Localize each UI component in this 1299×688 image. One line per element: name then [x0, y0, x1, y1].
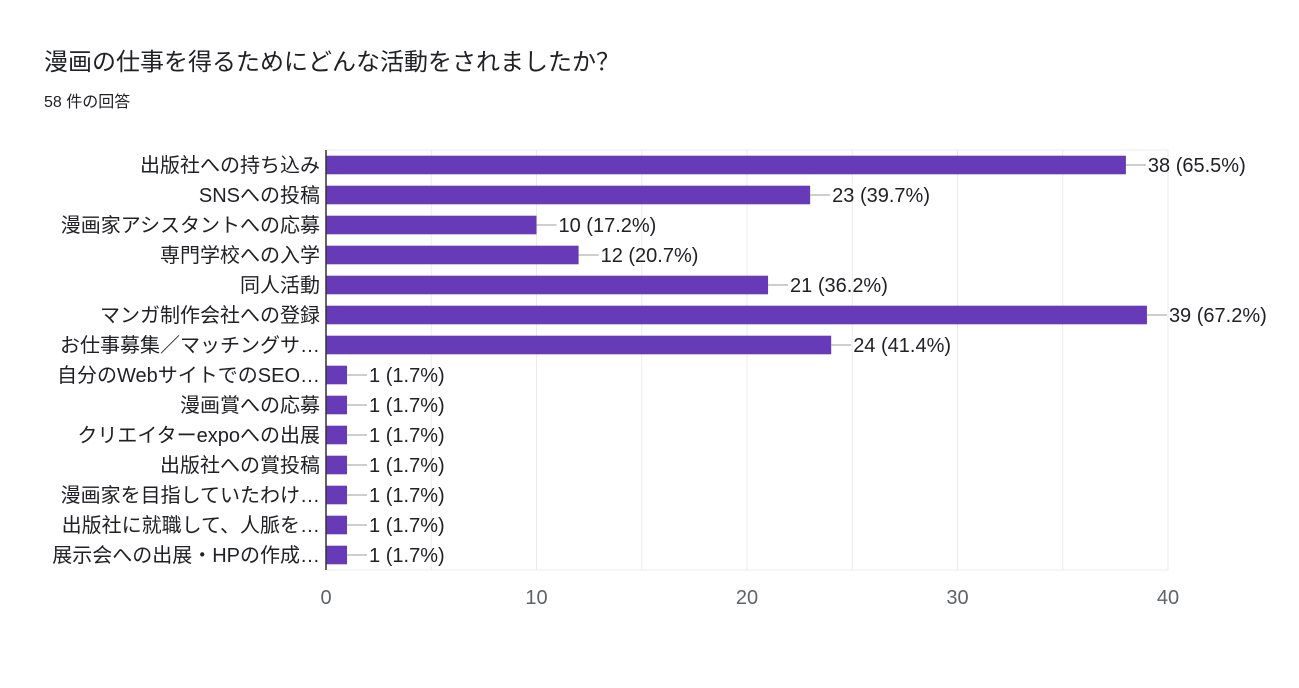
category-label: 専門学校への入学	[160, 244, 320, 267]
bar	[326, 335, 832, 355]
bar	[326, 455, 348, 475]
category-label: 出版社への賞投稿	[160, 454, 320, 477]
bar	[326, 245, 579, 265]
data-label: 24 (41.4%)	[853, 335, 951, 357]
bar	[326, 545, 348, 565]
category-label: 漫画家を目指していたわけ…	[61, 484, 320, 507]
bar	[326, 485, 348, 505]
bar	[326, 305, 1147, 325]
category-label: 同人活動	[240, 274, 320, 297]
data-label: 1 (1.7%)	[369, 365, 445, 387]
category-label: お仕事募集／マッチングサ…	[60, 334, 320, 357]
data-label: 1 (1.7%)	[369, 485, 445, 507]
bar	[326, 515, 348, 535]
x-tick-label: 30	[946, 587, 968, 609]
x-tick-label: 10	[525, 587, 547, 609]
chart-title: 漫画の仕事を得るためにどんな活動をされましたか？	[44, 49, 620, 76]
data-label: 1 (1.7%)	[369, 545, 445, 567]
x-tick-label: 40	[1157, 587, 1179, 609]
bar	[326, 155, 1126, 175]
data-label: 38 (65.5%)	[1148, 155, 1246, 177]
category-label: マンガ制作会社への登録	[100, 304, 320, 327]
response-count: 58 件の回答	[44, 94, 131, 111]
bar	[326, 425, 348, 445]
category-label: 出版社への持ち込み	[140, 154, 320, 177]
x-tick-label: 0	[320, 587, 331, 609]
x-tick-label: 20	[736, 587, 758, 609]
data-label: 1 (1.7%)	[369, 425, 445, 447]
data-label: 21 (36.2%)	[790, 275, 888, 297]
bar	[326, 185, 811, 205]
category-label: 展示会への出展・HPの作成…	[52, 544, 320, 567]
bar	[326, 215, 537, 235]
data-label: 23 (39.7%)	[832, 185, 930, 207]
category-label: 出版社に就職して、人脈を…	[62, 514, 320, 537]
bar	[326, 395, 348, 415]
category-label: SNSへの投稿	[199, 184, 320, 207]
category-label: 漫画賞への応募	[180, 394, 320, 417]
data-label: 1 (1.7%)	[369, 515, 445, 537]
data-label: 12 (20.7%)	[601, 245, 699, 267]
data-label: 10 (17.2%)	[559, 215, 657, 237]
category-label: クリエイターexpoへの出展	[77, 424, 320, 447]
category-label: 漫画家アシスタントへの応募	[61, 214, 320, 237]
category-label: 自分のWebサイトでのSEO…	[57, 364, 320, 387]
data-label: 1 (1.7%)	[369, 455, 445, 477]
data-label: 39 (67.2%)	[1169, 305, 1267, 327]
bar	[326, 365, 348, 385]
bar	[326, 275, 769, 295]
data-label: 1 (1.7%)	[369, 395, 445, 417]
